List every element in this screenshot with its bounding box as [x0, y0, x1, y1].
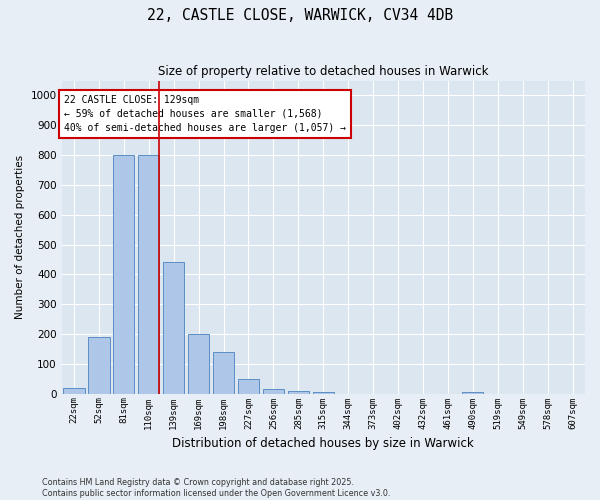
Bar — [88, 337, 110, 394]
Text: Contains HM Land Registry data © Crown copyright and database right 2025.
Contai: Contains HM Land Registry data © Crown c… — [42, 478, 391, 498]
Text: 22, CASTLE CLOSE, WARWICK, CV34 4DB: 22, CASTLE CLOSE, WARWICK, CV34 4DB — [147, 8, 453, 22]
Bar — [238, 378, 259, 394]
Bar — [462, 392, 484, 394]
Bar — [64, 388, 85, 394]
X-axis label: Distribution of detached houses by size in Warwick: Distribution of detached houses by size … — [172, 437, 474, 450]
Y-axis label: Number of detached properties: Number of detached properties — [15, 155, 25, 319]
Bar — [188, 334, 209, 394]
Bar — [213, 352, 234, 394]
Bar — [288, 390, 309, 394]
Bar — [313, 392, 334, 394]
Title: Size of property relative to detached houses in Warwick: Size of property relative to detached ho… — [158, 65, 488, 78]
Bar — [263, 389, 284, 394]
Text: 22 CASTLE CLOSE: 129sqm
← 59% of detached houses are smaller (1,568)
40% of semi: 22 CASTLE CLOSE: 129sqm ← 59% of detache… — [64, 94, 346, 132]
Bar — [163, 262, 184, 394]
Bar — [113, 155, 134, 394]
Bar — [138, 155, 160, 394]
